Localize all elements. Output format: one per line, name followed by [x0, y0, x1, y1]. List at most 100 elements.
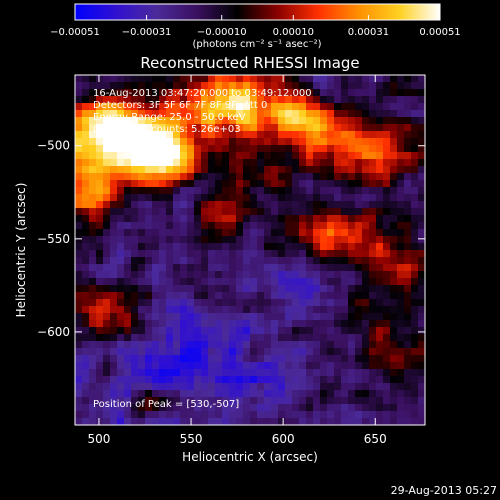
heatmap-cell — [236, 334, 244, 342]
heatmap-cell — [236, 404, 244, 412]
heatmap-cell — [103, 348, 111, 356]
heatmap-cell — [355, 313, 363, 321]
heatmap-cell — [264, 145, 272, 153]
heatmap-cell — [173, 278, 181, 286]
heatmap-cell — [313, 166, 321, 174]
heatmap-cell — [327, 327, 335, 335]
heatmap-cell — [89, 173, 97, 181]
heatmap-cell — [250, 215, 258, 223]
heatmap-cell — [131, 96, 139, 104]
heatmap-cell — [250, 229, 258, 237]
heatmap-cell — [355, 257, 363, 265]
heatmap-cell — [229, 299, 237, 307]
heatmap-cell — [376, 215, 384, 223]
heatmap-cell — [194, 159, 202, 167]
heatmap-cell — [194, 313, 202, 321]
heatmap-cell — [369, 418, 377, 425]
heatmap-cell — [208, 124, 216, 132]
heatmap-cell — [418, 390, 425, 398]
heatmap-cell — [187, 117, 195, 125]
heatmap-cell — [75, 383, 83, 391]
heatmap-cell — [173, 362, 181, 370]
heatmap-cell — [411, 103, 419, 111]
heatmap-cell — [264, 299, 272, 307]
heatmap-cell — [369, 264, 377, 272]
heatmap-cell — [278, 306, 286, 314]
heatmap-cell — [194, 138, 202, 146]
heatmap-cell — [117, 369, 125, 377]
heatmap-cell — [145, 313, 153, 321]
heatmap-cell — [250, 236, 258, 244]
heatmap-cell — [124, 159, 132, 167]
heatmap-cell — [383, 285, 391, 293]
heatmap-cell — [348, 117, 356, 125]
heatmap-cell — [334, 236, 342, 244]
heatmap-cell — [327, 257, 335, 265]
heatmap-cell — [299, 187, 307, 195]
heatmap-cell — [194, 152, 202, 160]
heatmap-cell — [236, 418, 244, 425]
heatmap-cell — [103, 411, 111, 419]
heatmap-cell — [75, 215, 83, 223]
heatmap-cell — [208, 292, 216, 300]
heatmap-cell — [327, 320, 335, 328]
heatmap-cell — [390, 341, 398, 349]
heatmap-cell — [278, 131, 286, 139]
heatmap-cell — [152, 369, 160, 377]
heatmap-cell — [166, 145, 174, 153]
annotation-time-range: 16-Aug-2013 03:47:20.000 to 03:49:12.000 — [93, 88, 312, 99]
heatmap-cell — [369, 243, 377, 251]
heatmap-cell — [229, 229, 237, 237]
heatmap-cell — [355, 187, 363, 195]
heatmap-cell — [341, 82, 349, 90]
heatmap-cell — [110, 208, 118, 216]
heatmap-cell — [320, 173, 328, 181]
heatmap-cell — [229, 376, 237, 384]
heatmap-cell — [355, 173, 363, 181]
heatmap-cell — [82, 201, 90, 209]
heatmap-cell — [278, 124, 286, 132]
heatmap-cell — [229, 355, 237, 363]
heatmap-cell — [264, 138, 272, 146]
heatmap-cell — [327, 250, 335, 258]
heatmap-cell — [313, 194, 321, 202]
heatmap-cell — [278, 292, 286, 300]
heatmap-cell — [194, 376, 202, 384]
heatmap-cell — [257, 103, 265, 111]
heatmap-cell — [138, 376, 146, 384]
heatmap-cell — [166, 341, 174, 349]
heatmap-cell — [138, 145, 146, 153]
heatmap-cell — [313, 208, 321, 216]
heatmap-cell — [257, 201, 265, 209]
heatmap-cell — [292, 271, 300, 279]
heatmap-cell — [243, 201, 251, 209]
heatmap-cell — [236, 222, 244, 230]
heatmap-cell — [89, 383, 97, 391]
heatmap-cell — [257, 159, 265, 167]
heatmap-cell — [159, 243, 167, 251]
heatmap-cell — [376, 145, 384, 153]
heatmap-cell — [369, 96, 377, 104]
heatmap-cell — [390, 124, 398, 132]
heatmap-cell — [327, 110, 335, 118]
heatmap-cell — [376, 96, 384, 104]
heatmap-cell — [292, 285, 300, 293]
heatmap-cell — [390, 145, 398, 153]
heatmap-cell — [152, 348, 160, 356]
heatmap-cell — [131, 285, 139, 293]
heatmap-cell — [264, 362, 272, 370]
heatmap-cell — [299, 250, 307, 258]
heatmap-cell — [264, 397, 272, 405]
heatmap-cell — [383, 278, 391, 286]
heatmap-cell — [96, 159, 104, 167]
heatmap-cell — [124, 355, 132, 363]
heatmap-cell — [201, 369, 209, 377]
heatmap-cell — [138, 229, 146, 237]
heatmap-cell — [355, 159, 363, 167]
heatmap-cell — [124, 243, 132, 251]
heatmap-cell — [313, 355, 321, 363]
heatmap-cell — [362, 145, 370, 153]
heatmap-cell — [355, 96, 363, 104]
heatmap-cell — [124, 299, 132, 307]
heatmap-cell — [236, 201, 244, 209]
